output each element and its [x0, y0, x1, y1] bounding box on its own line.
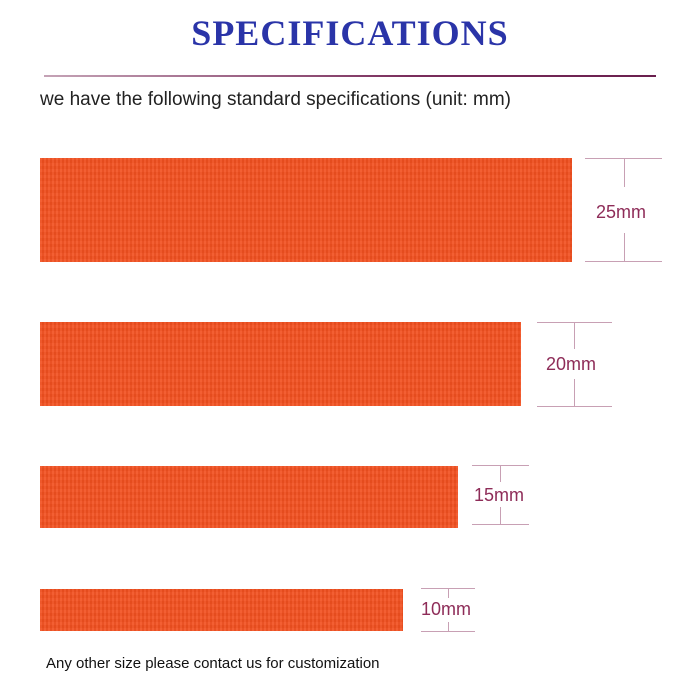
dimension-20mm: 20mm	[537, 322, 612, 407]
dimension-10mm: 10mm	[421, 588, 475, 632]
page-title: SPECIFICATIONS	[191, 13, 509, 53]
strap-15mm	[40, 466, 458, 528]
dimension-label-15mm: 15mm	[474, 485, 525, 505]
dimension-15mm: 15mm	[472, 465, 529, 525]
specifications-intro: we have the following standard specifica…	[40, 89, 512, 110]
title-divider	[44, 75, 656, 77]
strap-25mm	[40, 158, 572, 262]
dimension-label-10mm: 10mm	[421, 599, 472, 619]
customization-note: Any other size please contact us for cus…	[46, 655, 380, 672]
strap-20mm	[40, 322, 521, 406]
strap-10mm	[40, 589, 403, 631]
dimension-25mm: 25mm	[585, 158, 662, 262]
dimension-label-20mm: 20mm	[546, 354, 597, 374]
dimension-label-25mm: 25mm	[596, 202, 647, 222]
